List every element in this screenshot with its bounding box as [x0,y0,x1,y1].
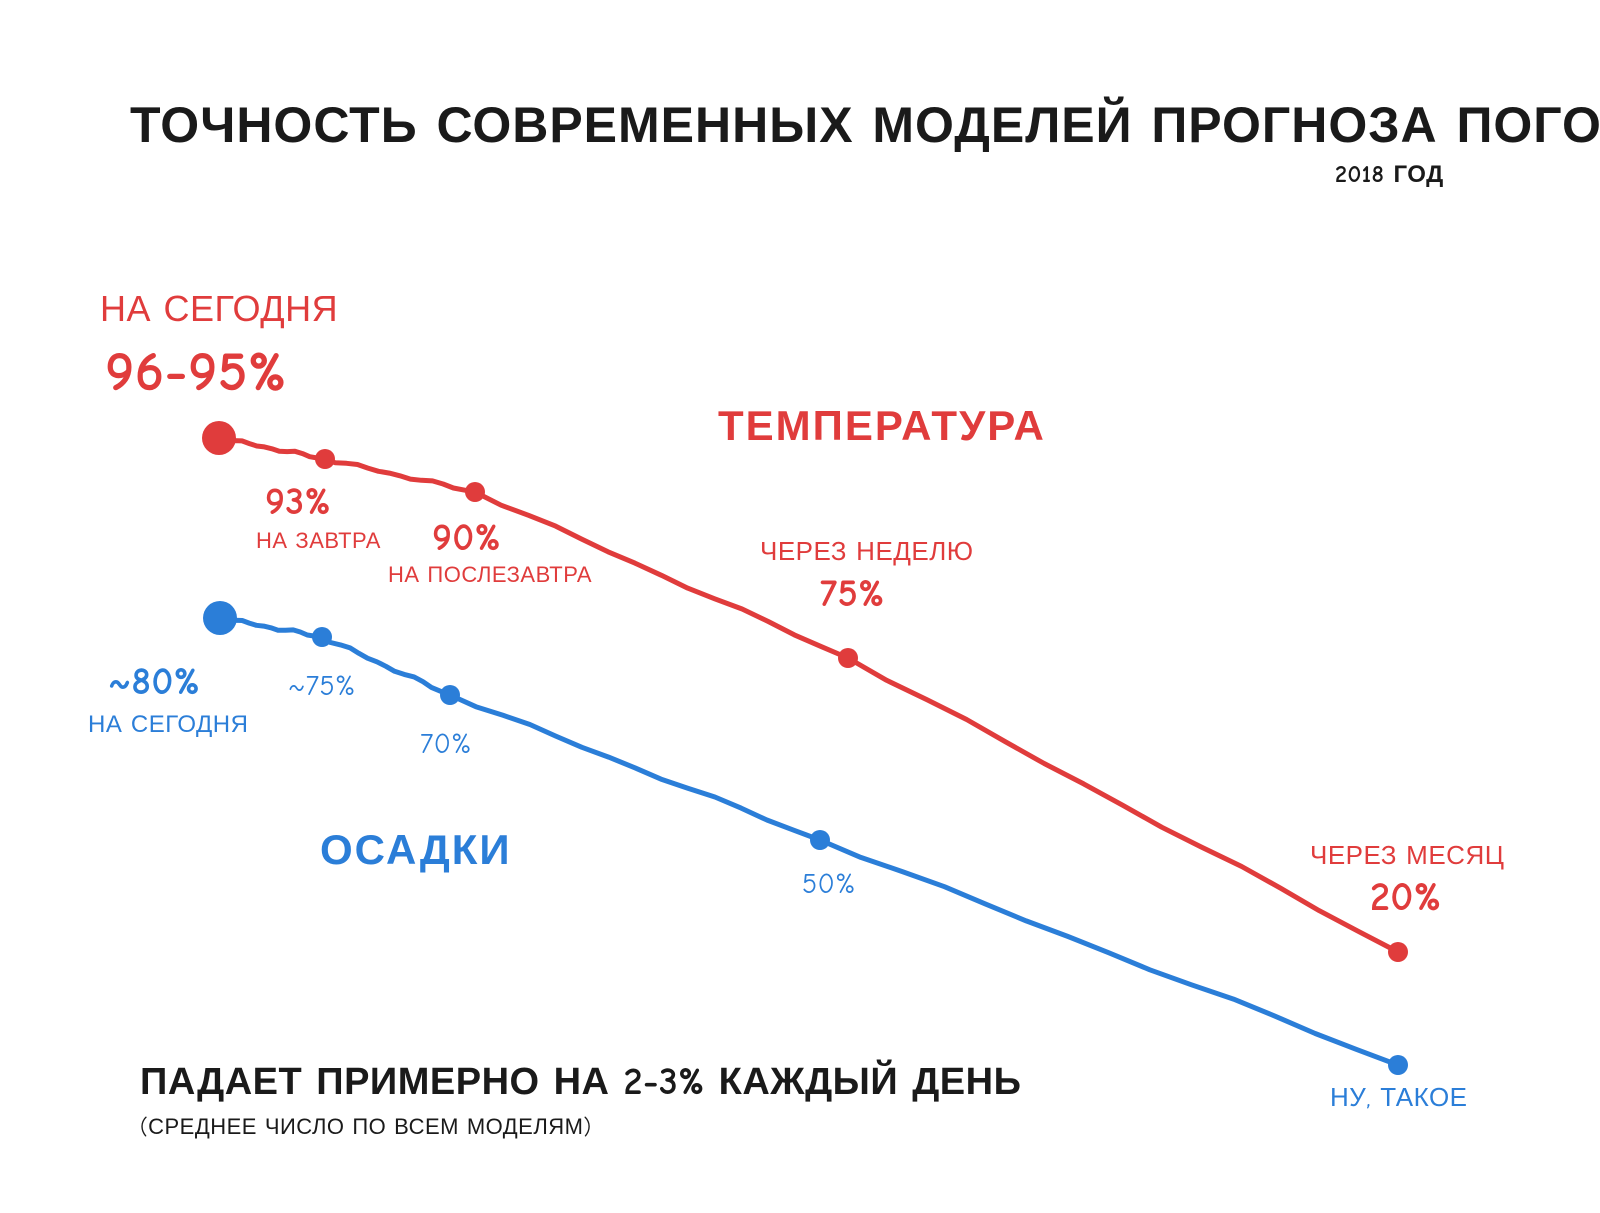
temp-label-today_header: НА СЕГОДНЯ [100,288,338,330]
temp-label-week_pct: 75% [820,572,885,616]
temp-label-week_txt: ЧЕРЕЗ НЕДЕЛЮ [760,536,974,567]
temp-label-tomorrow_pct: 93% [265,480,331,524]
line-precipitation-point-0 [203,601,237,635]
temperature-series-title: ТЕМПЕРАТУРА [718,402,1046,451]
line-precipitation-point-3 [810,830,830,850]
temp-label-month_txt: ЧЕРЕЗ МЕСЯЦ [1310,840,1504,871]
line-temperature-point-3 [838,648,858,668]
line-temperature-point-4 [1388,942,1408,962]
line-precipitation-point-1 [312,627,332,647]
precip-label-p_week_pct: 50% [802,868,856,900]
footer-note-main: ПАДАЕТ ПРИМЕРНО НА 2-3% КАЖДЫЙ ДЕНЬ [140,1060,1021,1104]
line-temperature-point-1 [315,449,335,469]
precip-label-p_today_txt: НА СЕГОДНЯ [88,710,248,739]
line-precipitation-point-2 [440,685,460,705]
temp-label-month_pct: 20% [1370,874,1442,920]
temp-label-today_pct: 96-95% [105,340,287,404]
temp-label-tomorrow_txt: НА ЗАВТРА [256,528,381,554]
precipitation-series-title: ОСАДКИ [320,826,512,875]
chart-subtitle: 2018 ГОД [1335,160,1444,189]
precip-label-p_d3_pct: 70% [420,728,472,760]
precip-label-p_today_pct: ~80% [108,660,200,704]
footer-note-sub: (СРЕДНЕЕ ЧИСЛО ПО ВСЕМ МОДЕЛЯМ) [140,1114,592,1140]
line-precipitation-point-4 [1388,1055,1408,1075]
precip-label-p_tom_pct: ~75% [288,670,356,702]
temp-label-day3_pct: 90% [432,516,501,560]
line-temperature-point-2 [465,482,485,502]
weather-accuracy-chart: ТОЧНОСТЬ СОВРЕМЕННЫХ МОДЕЛЕЙ ПРОГНОЗА ПО… [0,0,1600,1213]
chart-title: ТОЧНОСТЬ СОВРЕМЕННЫХ МОДЕЛЕЙ ПРОГНОЗА ПО… [130,96,1600,155]
temp-label-day3_txt: НА ПОСЛЕЗАВТРА [388,562,592,588]
line-temperature-point-0 [202,421,236,455]
precip-label-p_month_txt: НУ, ТАКОЕ [1330,1082,1468,1113]
